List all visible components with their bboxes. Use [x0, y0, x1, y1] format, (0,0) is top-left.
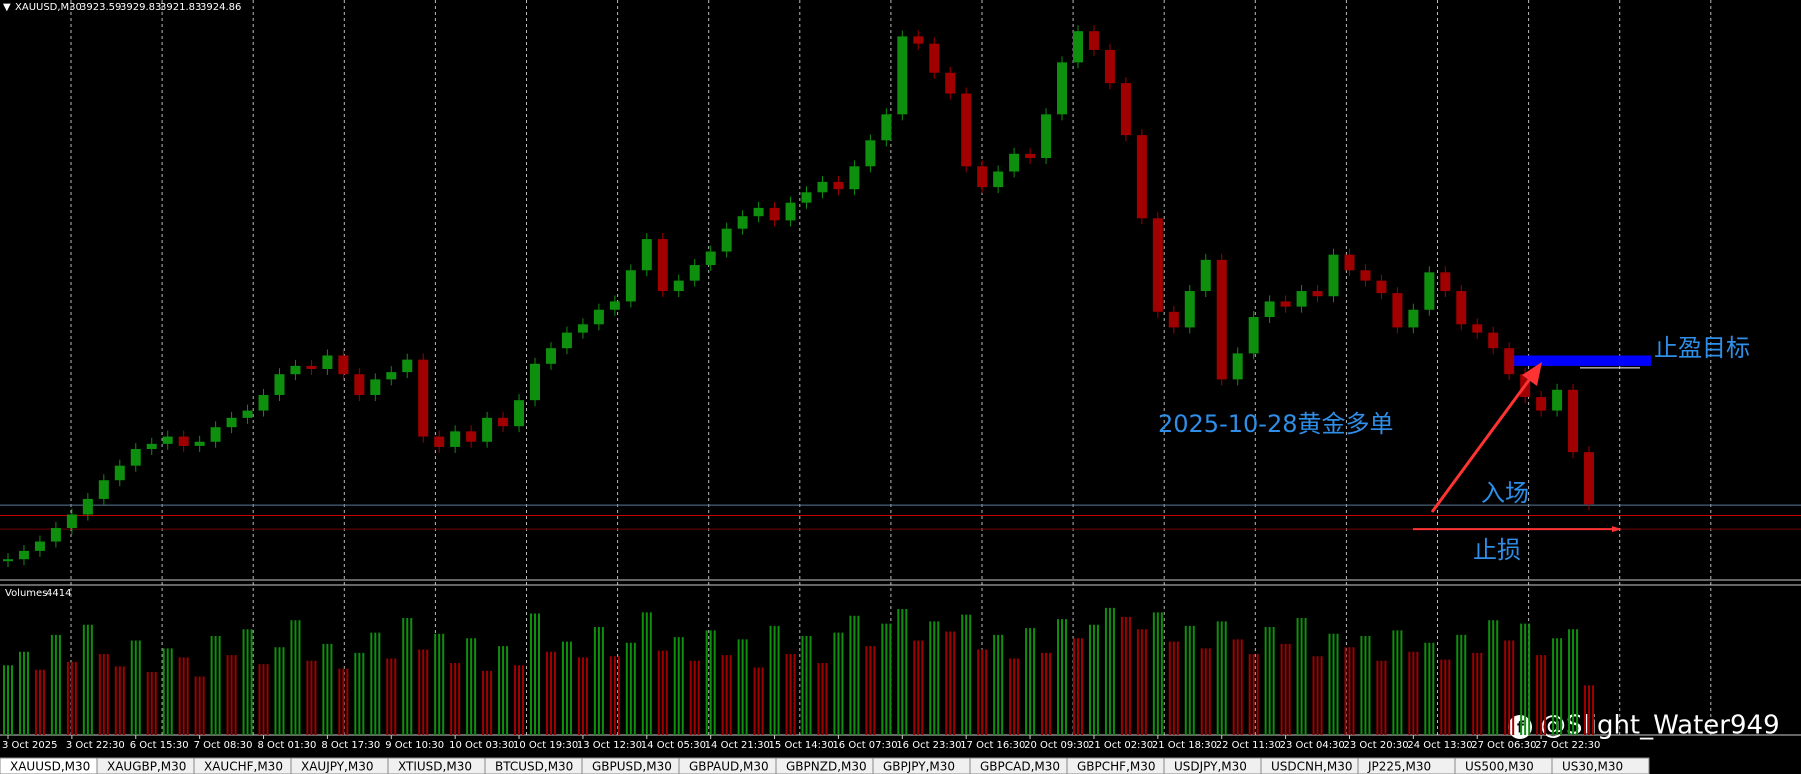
x-tick-label: 9 Oct 10:30 [385, 740, 444, 751]
x-tick-label: 15 Oct 14:30 [769, 740, 834, 751]
x-tick-label: 27 Oct 06:30 [1471, 740, 1536, 751]
x-tick-label: 6 Oct 15:30 [130, 740, 189, 751]
x-tick-label: 21 Oct 02:30 [1088, 740, 1153, 751]
entry-arrow [1430, 375, 1534, 513]
x-tick-label: 13 Oct 12:30 [577, 740, 642, 751]
tab-label[interactable]: GBPCAD,M30 [980, 760, 1060, 774]
x-tick-label: 7 Oct 08:30 [194, 740, 253, 751]
x-tick-label: 22 Oct 11:30 [1216, 740, 1281, 751]
tab-bar: XAUUSD,M30 XAUGBP,M30 XAUCHF,M30 XAUJPY,M30… [0, 757, 1650, 774]
tab-label[interactable]: JP225,M30 [1367, 760, 1431, 774]
x-tick-label: 14 Oct 21:30 [705, 740, 770, 751]
entry-label: 入场 [1481, 479, 1529, 507]
x-tick-label: 14 Oct 05:30 [641, 740, 706, 751]
take-profit-zone [1510, 355, 1651, 366]
x-tick-label: 8 Oct 17:30 [321, 740, 380, 751]
tab-label[interactable]: USDJPY,M30 [1174, 760, 1247, 774]
tab-label[interactable]: BTCUSD,M30 [495, 760, 573, 774]
open-price: 3923.59 [80, 2, 121, 13]
symbol: XAUUSD,M30 [15, 2, 82, 13]
x-tick-label: 10 Oct 19:30 [513, 740, 578, 751]
x-tick-label: 10 Oct 03:30 [449, 740, 514, 751]
watermark: f @Slight_Water949 [1508, 711, 1780, 741]
arrow-head [1522, 362, 1542, 386]
tab-label[interactable]: XAUJPY,M30 [301, 760, 374, 774]
x-tick-label: 16 Oct 07:30 [832, 740, 897, 751]
price-plot [0, 25, 1801, 568]
menu-arrow[interactable]: ▼ [3, 2, 11, 13]
stop-label: 止损 [1473, 536, 1521, 564]
tab-label[interactable]: US30,M30 [1562, 760, 1623, 774]
volume-label: Volumes [5, 588, 47, 599]
high-price: 3929.83 [120, 2, 161, 13]
x-tick-label: 20 Oct 09:30 [1024, 740, 1089, 751]
watermark-text: @Slight_Water949 [1540, 711, 1780, 741]
x-tick-label: 17 Oct 16:30 [960, 740, 1025, 751]
tab-label[interactable]: GBPNZD,M30 [786, 760, 867, 774]
tab-label[interactable]: GBPCHF,M30 [1077, 760, 1156, 774]
tab-label[interactable]: XAUUSD,M30 [10, 760, 90, 774]
x-tick-label: 3 Oct 2025 [2, 740, 57, 751]
volume-current: 4414 [46, 588, 71, 599]
close-price: 3924.86 [200, 2, 241, 13]
x-tick-label: 21 Oct 18:30 [1152, 740, 1217, 751]
x-tick-label: 27 Oct 22:30 [1535, 740, 1600, 751]
tab-label[interactable]: USDCNH,M30 [1271, 760, 1352, 774]
x-tick-label: 16 Oct 23:30 [896, 740, 961, 751]
tab-label[interactable]: XAUGBP,M30 [107, 760, 186, 774]
tab-label[interactable]: GBPAUD,M30 [689, 760, 769, 774]
x-tick-label: 3 Oct 22:30 [66, 740, 125, 751]
header: ▼ XAUUSD,M30 3923.59 3929.83 3921.83 392… [3, 2, 241, 13]
x-tick-label: 23 Oct 04:30 [1280, 740, 1345, 751]
x-tick-label: 23 Oct 20:30 [1343, 740, 1408, 751]
tab-label[interactable]: US500,M30 [1465, 760, 1534, 774]
tab[interactable] [1551, 757, 1650, 774]
stop-arrow-head [1612, 526, 1622, 533]
x-tick-label: 8 Oct 01:30 [258, 740, 317, 751]
take-profit-label: 止盈目标 [1654, 334, 1750, 362]
annotations: 止盈目标 2025-10-28黄金多单 入场 止损 [1158, 334, 1750, 564]
tab-label[interactable]: GBPJPY,M30 [883, 760, 955, 774]
order-label: 2025-10-28黄金多单 [1158, 410, 1393, 438]
tab-label[interactable]: GBPUSD,M30 [592, 760, 672, 774]
tab-label[interactable]: XAUCHF,M30 [204, 760, 283, 774]
low-price: 3921.83 [160, 2, 201, 13]
tab-label[interactable]: XTIUSD,M30 [398, 760, 472, 774]
x-tick-label: 24 Oct 13:30 [1407, 740, 1472, 751]
